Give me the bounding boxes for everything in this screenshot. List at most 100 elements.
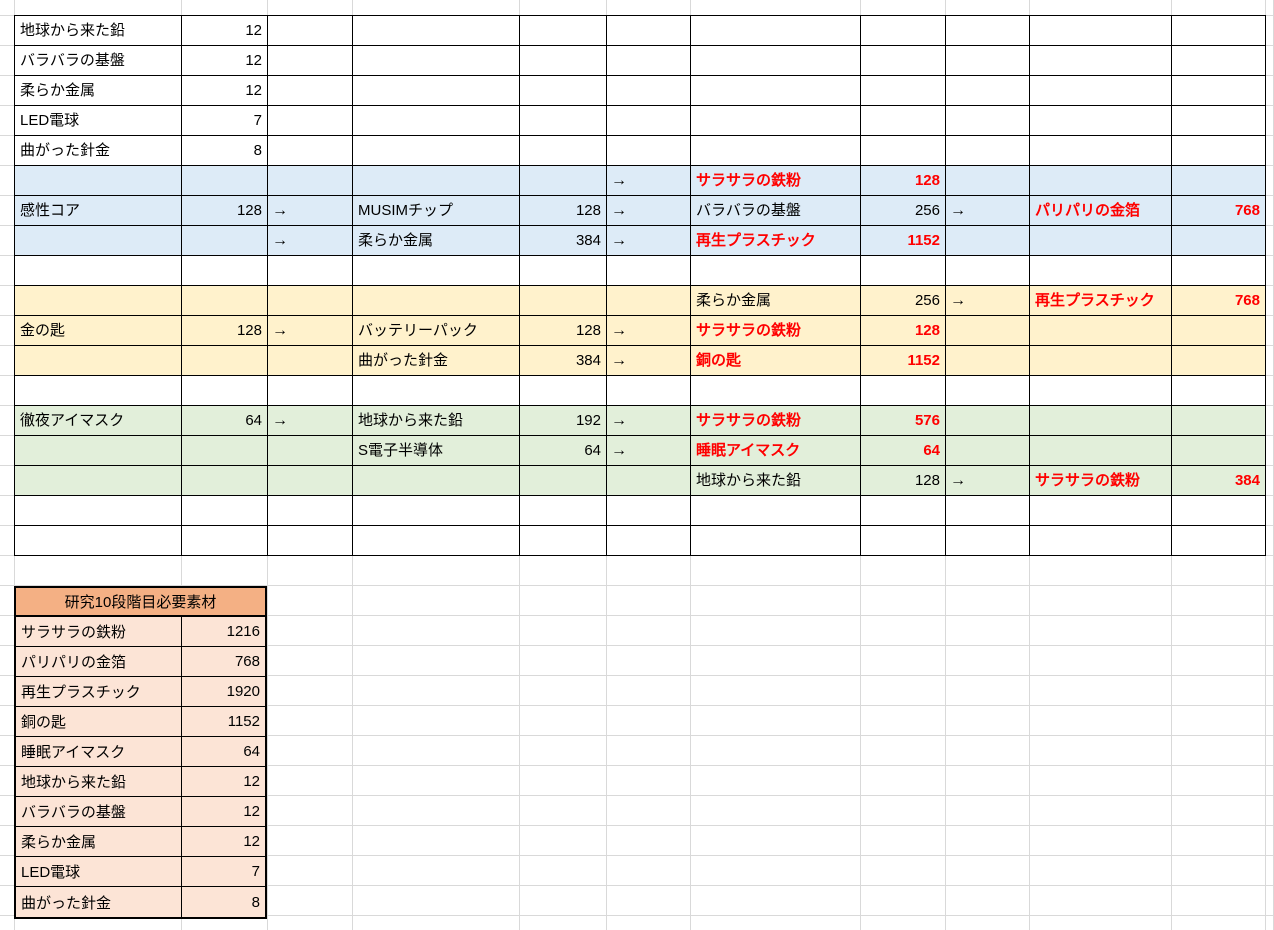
cell-E14[interactable] [353,376,520,406]
cell-C16[interactable] [182,436,268,466]
cell-I8[interactable]: 256 [861,196,946,226]
cell-K15[interactable] [1030,406,1172,436]
cell-I17[interactable]: 128 [861,466,946,496]
summary-cell-name-4[interactable]: 銅の匙 [16,707,182,737]
cell-I7[interactable]: 128 [861,166,946,196]
cell-E3[interactable] [353,46,520,76]
cell-L5[interactable] [1172,106,1266,136]
cell-B15[interactable]: 徹夜アイマスク [15,406,182,436]
cell-D8[interactable]: → [268,196,353,226]
cell-B14[interactable] [15,376,182,406]
cell-I2[interactable] [861,16,946,46]
cell-E15[interactable]: 地球から来た鉛 [353,406,520,436]
cell-J15[interactable] [946,406,1030,436]
cell-B2[interactable]: 地球から来た鉛 [15,16,182,46]
summary-cell-name-9[interactable]: LED電球 [16,857,182,887]
cell-G8[interactable]: → [607,196,691,226]
cell-E18[interactable] [353,496,520,526]
summary-cell-qty-9[interactable]: 7 [182,857,265,887]
cell-C8[interactable]: 128 [182,196,268,226]
cell-I10[interactable] [861,256,946,286]
cell-L7[interactable] [1172,166,1266,196]
cell-G6[interactable] [607,136,691,166]
cell-K6[interactable] [1030,136,1172,166]
cell-G19[interactable] [607,526,691,556]
cell-E17[interactable] [353,466,520,496]
cell-K17[interactable]: サラサラの鉄粉 [1030,466,1172,496]
cell-L9[interactable] [1172,226,1266,256]
cell-H18[interactable] [691,496,861,526]
cell-K5[interactable] [1030,106,1172,136]
cell-E10[interactable] [353,256,520,286]
cell-F16[interactable]: 64 [520,436,607,466]
cell-J2[interactable] [946,16,1030,46]
cell-G9[interactable]: → [607,226,691,256]
cell-J7[interactable] [946,166,1030,196]
cell-B19[interactable] [15,526,182,556]
summary-cell-name-2[interactable]: パリパリの金箔 [16,647,182,677]
cell-C2[interactable]: 12 [182,16,268,46]
cell-D16[interactable] [268,436,353,466]
cell-I15[interactable]: 576 [861,406,946,436]
cell-F4[interactable] [520,76,607,106]
summary-cell-qty-10[interactable]: 8 [182,887,265,917]
cell-D11[interactable] [268,286,353,316]
cell-B6[interactable]: 曲がった針金 [15,136,182,166]
cell-F11[interactable] [520,286,607,316]
cell-I19[interactable] [861,526,946,556]
cell-J16[interactable] [946,436,1030,466]
cell-C17[interactable] [182,466,268,496]
cell-F13[interactable]: 384 [520,346,607,376]
cell-G11[interactable] [607,286,691,316]
cell-G16[interactable]: → [607,436,691,466]
cell-C14[interactable] [182,376,268,406]
cell-C3[interactable]: 12 [182,46,268,76]
summary-cell-qty-4[interactable]: 1152 [182,707,265,737]
cell-I5[interactable] [861,106,946,136]
cell-I13[interactable]: 1152 [861,346,946,376]
cell-E6[interactable] [353,136,520,166]
cell-F14[interactable] [520,376,607,406]
cell-D4[interactable] [268,76,353,106]
cell-D2[interactable] [268,16,353,46]
cell-G3[interactable] [607,46,691,76]
cell-D14[interactable] [268,376,353,406]
cell-F7[interactable] [520,166,607,196]
cell-D9[interactable]: → [268,226,353,256]
cell-G10[interactable] [607,256,691,286]
cell-F12[interactable]: 128 [520,316,607,346]
summary-cell-qty-5[interactable]: 64 [182,737,265,767]
cell-J5[interactable] [946,106,1030,136]
cell-D15[interactable]: → [268,406,353,436]
cell-B8[interactable]: 感性コア [15,196,182,226]
cell-K10[interactable] [1030,256,1172,286]
cell-H16[interactable]: 睡眠アイマスク [691,436,861,466]
cell-H13[interactable]: 銅の匙 [691,346,861,376]
cell-E16[interactable]: S電子半導体 [353,436,520,466]
cell-J17[interactable]: → [946,466,1030,496]
cell-B12[interactable]: 金の匙 [15,316,182,346]
cell-L10[interactable] [1172,256,1266,286]
cell-C7[interactable] [182,166,268,196]
cell-H17[interactable]: 地球から来た鉛 [691,466,861,496]
cell-H14[interactable] [691,376,861,406]
summary-cell-name-5[interactable]: 睡眠アイマスク [16,737,182,767]
cell-B3[interactable]: バラバラの基盤 [15,46,182,76]
cell-C6[interactable]: 8 [182,136,268,166]
cell-L14[interactable] [1172,376,1266,406]
cell-I16[interactable]: 64 [861,436,946,466]
cell-F6[interactable] [520,136,607,166]
cell-F18[interactable] [520,496,607,526]
cell-J14[interactable] [946,376,1030,406]
cell-J10[interactable] [946,256,1030,286]
cell-F9[interactable]: 384 [520,226,607,256]
cell-L3[interactable] [1172,46,1266,76]
summary-cell-name-7[interactable]: バラバラの基盤 [16,797,182,827]
cell-E4[interactable] [353,76,520,106]
cell-L2[interactable] [1172,16,1266,46]
cell-G14[interactable] [607,376,691,406]
summary-cell-name-6[interactable]: 地球から来た鉛 [16,767,182,797]
cell-H5[interactable] [691,106,861,136]
summary-cell-qty-7[interactable]: 12 [182,797,265,827]
cell-C12[interactable]: 128 [182,316,268,346]
